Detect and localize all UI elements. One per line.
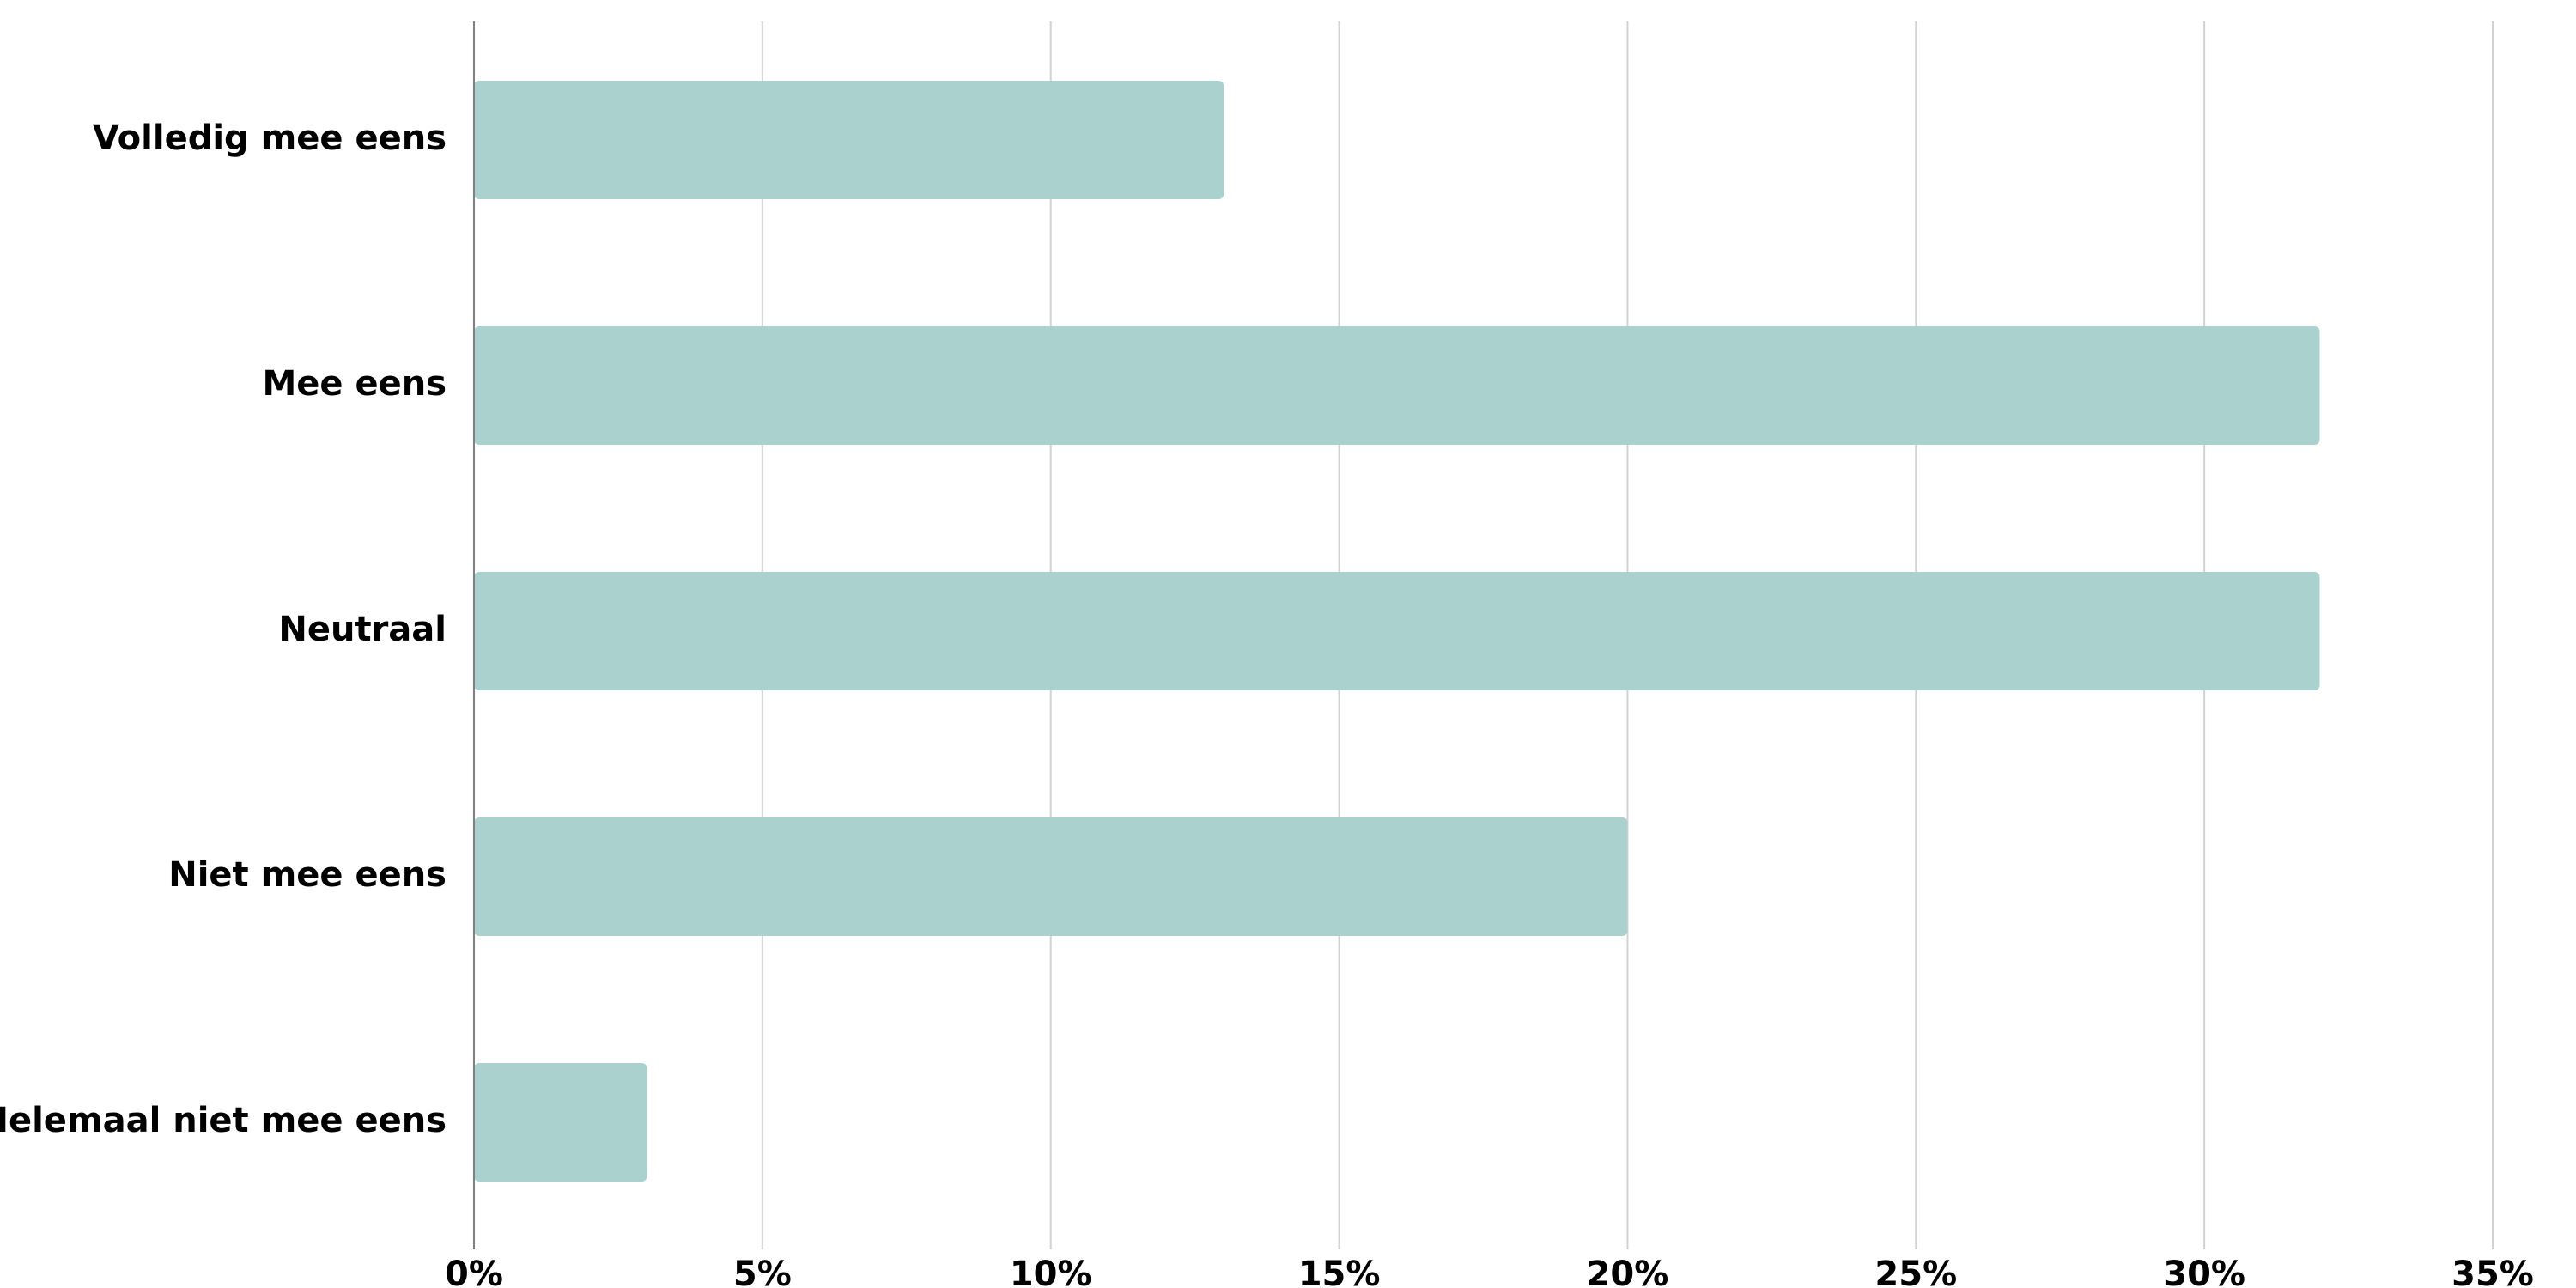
bar (474, 572, 2320, 690)
x-tick-label: 25% (1874, 1255, 1957, 1288)
bar (474, 81, 1224, 199)
x-tick-label: 30% (2163, 1255, 2245, 1288)
category-label: Niet mee eens (168, 855, 447, 895)
category-labels: Volledig mee eens Mee eens Neutraal Niet me… (0, 118, 447, 1140)
bar (474, 326, 2320, 445)
bar (474, 817, 1628, 936)
category-label: Helemaal niet mee eens (0, 1101, 447, 1140)
category-label: Mee eens (262, 364, 447, 404)
bar (474, 1063, 647, 1182)
x-tick-labels: 0% 5% 10% 15% 20% 25% 30% 35% (445, 1255, 2534, 1288)
x-tick-label: 10% (1010, 1255, 1092, 1288)
category-label: Volledig mee eens (93, 118, 447, 158)
bars (474, 81, 2320, 1182)
x-tick-label: 35% (2451, 1255, 2534, 1288)
x-tick-label: 20% (1587, 1255, 1669, 1288)
x-tick-label: 0% (445, 1255, 503, 1288)
category-label: Neutraal (278, 610, 447, 649)
x-tick-label: 5% (733, 1255, 792, 1288)
x-tick-label: 15% (1298, 1255, 1381, 1288)
